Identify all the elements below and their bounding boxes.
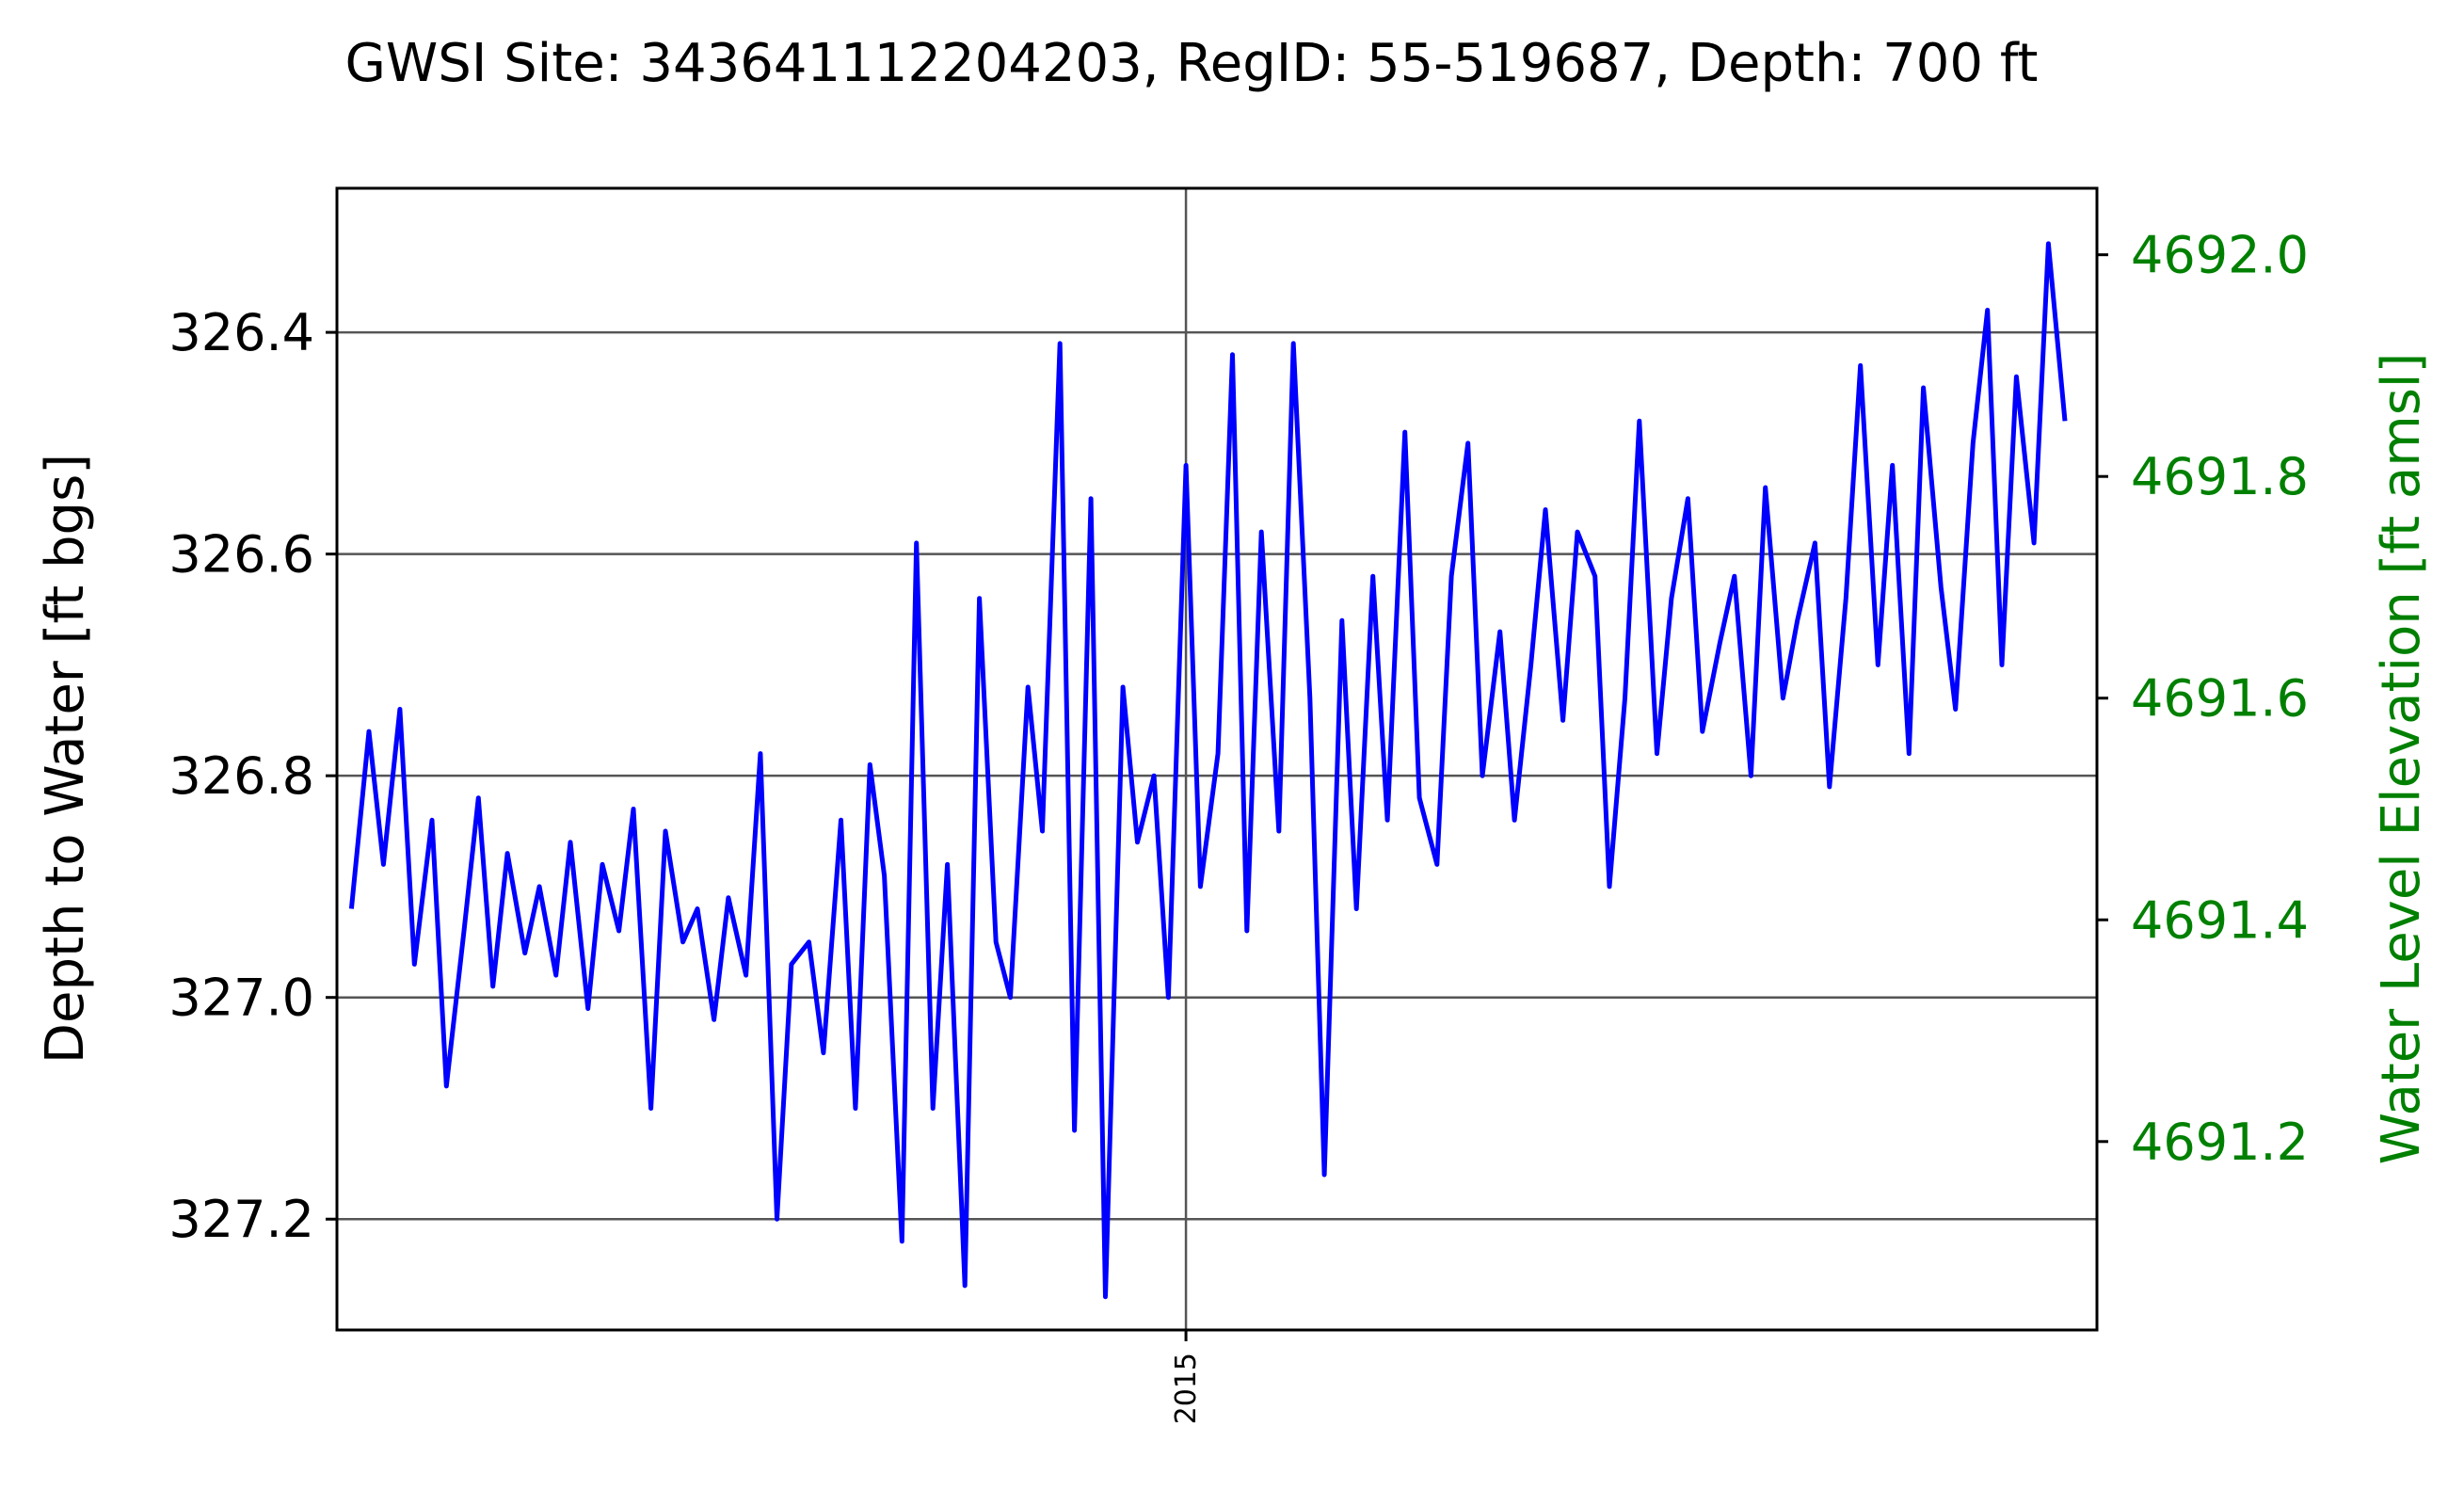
y2-axis-label: Water Level Elevation [ft amsl] (2371, 353, 2432, 1165)
x-axis: 2015 (1170, 1330, 1203, 1424)
y2-tick-label: 4692.0 (2131, 226, 2309, 285)
right-axis: 4692.0 4691.8 4691.6 4691.4 4691.2 (2097, 226, 2309, 1172)
x-tick-label: 2015 (1170, 1353, 1203, 1424)
y2-tick-label: 4691.4 (2131, 890, 2309, 950)
y2-tick-label: 4691.6 (2131, 669, 2309, 729)
y-tick-label: 327.2 (168, 1190, 314, 1249)
chart-title: GWSI Site: 343641112204203, RegID: 55-51… (345, 33, 2039, 94)
plot-frame (335, 186, 2099, 1332)
series-layer (348, 241, 2068, 1300)
y2-tick-label: 4691.8 (2131, 447, 2309, 506)
y2-tick-label: 4691.2 (2131, 1113, 2309, 1172)
y-tick-label: 327.0 (168, 969, 314, 1028)
y-tick-label: 326.4 (168, 303, 314, 362)
left-axis: 326.4 326.6 326.8 327.0 327.2 (168, 303, 337, 1249)
y-tick-label: 326.6 (168, 525, 314, 585)
y-axis-label: Depth to Water [ft bgs] (35, 454, 96, 1064)
depth-to-water-line (348, 241, 2068, 1300)
y-tick-label: 326.8 (168, 746, 314, 806)
